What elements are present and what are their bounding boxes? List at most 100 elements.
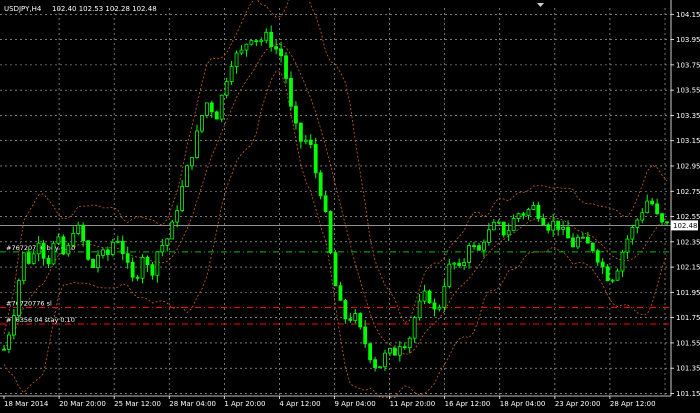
y-tick-label: 103.15 xyxy=(676,137,700,145)
candle-body xyxy=(254,40,259,43)
current-price-tag: 102.48 xyxy=(671,220,698,231)
candle-body xyxy=(482,241,486,251)
candle-body xyxy=(294,105,298,124)
candle-body xyxy=(546,224,551,231)
time-axis: 18 Mar 2014 20 Mar 20:00 25 Mar 12:00 28 Ma… xyxy=(0,395,671,408)
order-label: #76720776 buy 0.10 xyxy=(6,244,75,252)
candle-body xyxy=(289,77,293,107)
candle-body xyxy=(650,200,655,205)
candle-body xyxy=(41,242,46,259)
candle-body xyxy=(101,249,105,256)
candle-body xyxy=(7,334,11,350)
ohlc-readout: 102.40 102.53 102.28 102.48 xyxy=(52,5,157,13)
candle-body xyxy=(358,313,363,328)
y-tick-label: 101.35 xyxy=(676,365,700,373)
candle-body xyxy=(397,346,402,356)
candle-body xyxy=(175,210,180,223)
candle-body xyxy=(566,226,570,239)
candle-body xyxy=(551,220,556,231)
candle-body xyxy=(313,144,318,174)
candle-body xyxy=(81,224,86,242)
candle-body xyxy=(526,209,531,216)
candle-body xyxy=(635,219,640,228)
candle-body xyxy=(511,218,516,232)
candle-body xyxy=(447,263,452,287)
candle-body xyxy=(655,203,660,215)
x-tick-label: 16 Apr 12:00 xyxy=(445,400,491,408)
x-tick-label: 28 Apr 12:00 xyxy=(610,400,656,408)
candle-body xyxy=(284,55,288,79)
candle-body xyxy=(130,261,135,278)
candle-body xyxy=(422,290,427,302)
candle-body xyxy=(110,241,115,255)
candle-body xyxy=(31,253,36,264)
candle-body xyxy=(204,102,209,116)
candle-body xyxy=(348,318,353,321)
x-tick-label: 1 Apr 20:00 xyxy=(224,400,265,408)
candle-body xyxy=(412,317,417,339)
candle-body xyxy=(36,242,41,255)
candle-body xyxy=(392,347,397,356)
candle-body xyxy=(155,251,160,276)
candle-body xyxy=(96,254,100,268)
candle-body xyxy=(665,221,669,224)
candle-body xyxy=(298,122,303,142)
candle-body xyxy=(407,337,412,349)
candle-body xyxy=(402,346,407,349)
candle-body xyxy=(521,213,526,216)
candle-body xyxy=(318,172,323,197)
candle-body xyxy=(343,299,348,320)
candle-body xyxy=(115,240,120,243)
candle-body xyxy=(620,251,625,272)
candle-body xyxy=(209,102,214,113)
candle-body xyxy=(160,245,165,253)
candle-body xyxy=(328,211,333,254)
candle-body xyxy=(585,236,590,244)
candle-body xyxy=(442,285,447,308)
candle-body xyxy=(11,315,16,336)
candle-body xyxy=(516,213,521,219)
candle-body xyxy=(234,52,239,68)
candle-body xyxy=(120,240,125,255)
candle-body xyxy=(125,253,130,263)
x-tick-label: 11 Apr 20:00 xyxy=(390,400,436,408)
candle-body xyxy=(249,40,254,45)
candle-body xyxy=(457,262,462,266)
y-tick-label: 103.75 xyxy=(676,61,700,69)
candle-body xyxy=(190,157,194,167)
candle-body xyxy=(363,326,368,345)
candle-body xyxy=(595,250,600,263)
candle-body xyxy=(214,111,219,120)
candle-body xyxy=(26,252,31,264)
candle-body xyxy=(660,213,664,223)
y-tick-label: 102.35 xyxy=(676,238,700,246)
y-tick-label: 102.75 xyxy=(676,188,700,196)
candle-body xyxy=(16,280,21,316)
candle-body xyxy=(590,242,595,252)
y-tick-label: 102.55 xyxy=(676,213,700,221)
candle-body xyxy=(353,313,358,321)
candle-body xyxy=(195,130,199,158)
x-tick-label: 9 Apr 04:00 xyxy=(335,400,376,408)
current-price-label: 102.48 xyxy=(673,222,698,230)
candle-body xyxy=(135,276,140,279)
candle-body xyxy=(239,49,244,54)
y-tick-label: 103.95 xyxy=(676,36,700,44)
candle-body xyxy=(536,205,541,219)
candle-body xyxy=(338,285,343,301)
y-tick-label: 102.15 xyxy=(676,264,700,272)
candle-body xyxy=(486,229,491,243)
candle-body xyxy=(417,300,422,319)
x-tick-label: 28 Mar 04:00 xyxy=(169,400,216,408)
candle-body xyxy=(140,256,145,279)
candle-body xyxy=(219,94,224,120)
candle-body xyxy=(556,220,561,230)
y-tick-label: 101.15 xyxy=(676,390,700,398)
candle-body xyxy=(51,242,56,265)
candle-body xyxy=(640,212,645,221)
candle-body xyxy=(56,236,61,244)
triangle-down-icon[interactable] xyxy=(537,3,544,7)
candle-body xyxy=(333,252,338,287)
